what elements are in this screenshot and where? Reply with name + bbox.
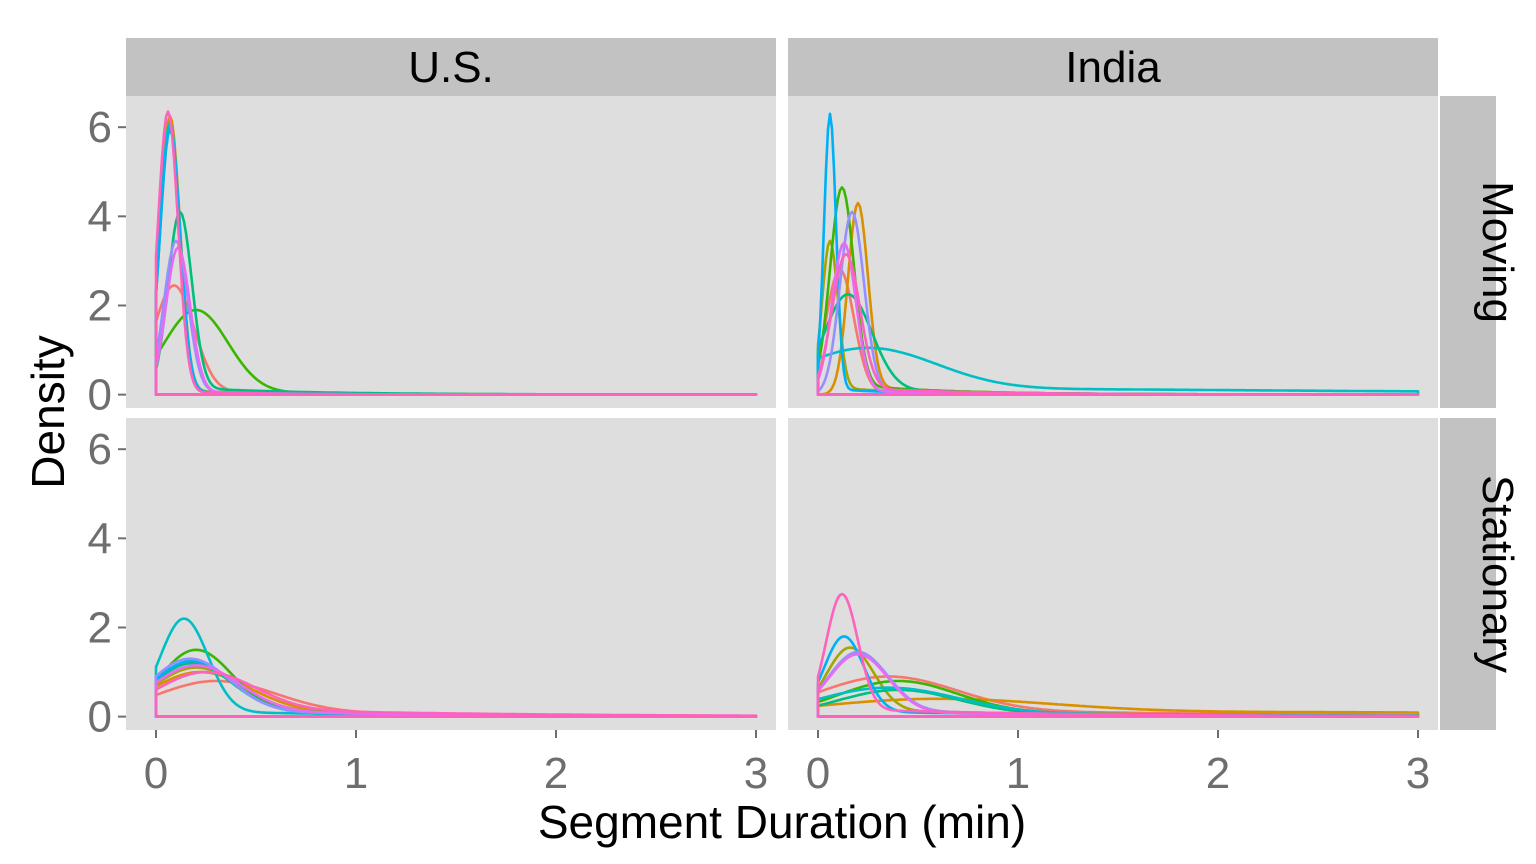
y-tick-label: 2	[88, 603, 112, 652]
strip-background	[1440, 96, 1496, 408]
row-strip-stationary: Stationary	[1440, 418, 1522, 730]
column-strip-label: India	[1065, 43, 1161, 92]
x-tick-label: 0	[144, 749, 168, 798]
density-series-10	[816, 592, 1420, 718]
panels-layer	[126, 96, 1438, 730]
x-tick-label: 0	[806, 749, 830, 798]
column-strip-india: India	[788, 38, 1438, 96]
row-strip-moving: Moving	[1440, 96, 1522, 408]
y-tick-label: 6	[88, 103, 112, 152]
panel-series-group	[154, 617, 758, 718]
density-series-6	[816, 346, 1420, 396]
strips-layer: U.S. India Moving Stationary	[126, 38, 1522, 730]
panel-series-group	[816, 592, 1420, 718]
column-strip-label: U.S.	[408, 43, 494, 92]
panel-background	[126, 96, 776, 408]
x-tick-label: 2	[544, 749, 568, 798]
density-series-10	[154, 110, 758, 396]
density-series-10	[816, 252, 1420, 396]
panel-background	[126, 418, 776, 730]
y-tick-label: 4	[88, 192, 112, 241]
x-tick-label: 3	[744, 749, 768, 798]
y-tick-label: 6	[88, 425, 112, 474]
panel-india-stationary	[788, 418, 1438, 730]
x-tick-label: 2	[1206, 749, 1230, 798]
x-tick-label: 1	[344, 749, 368, 798]
x-tick-label: 3	[1406, 749, 1430, 798]
x-axis-title: Segment Duration (min)	[538, 796, 1026, 848]
panel-background	[788, 96, 1438, 408]
density-series-10	[154, 670, 758, 718]
y-axis-title: Density	[22, 335, 74, 488]
strip-background	[788, 38, 1438, 96]
row-strip-label: Stationary	[1473, 475, 1522, 673]
panel-series-group	[816, 112, 1420, 396]
y-tick-label: 0	[88, 371, 112, 420]
x-tick-label: 1	[1006, 749, 1030, 798]
strip-background	[126, 38, 776, 96]
density-series-2	[816, 697, 1420, 718]
column-strip-us: U.S.	[126, 38, 776, 96]
panel-series-group	[154, 110, 758, 396]
panel-india-moving	[788, 96, 1438, 408]
y-tick-label: 2	[88, 281, 112, 330]
y-tick-label: 4	[88, 514, 112, 563]
row-strip-label: Moving	[1473, 181, 1522, 323]
strip-background	[1440, 418, 1496, 730]
panel-us-moving	[126, 96, 776, 408]
y-tick-label: 0	[88, 693, 112, 742]
panel-us-stationary	[126, 418, 776, 730]
panel-background	[788, 418, 1438, 730]
